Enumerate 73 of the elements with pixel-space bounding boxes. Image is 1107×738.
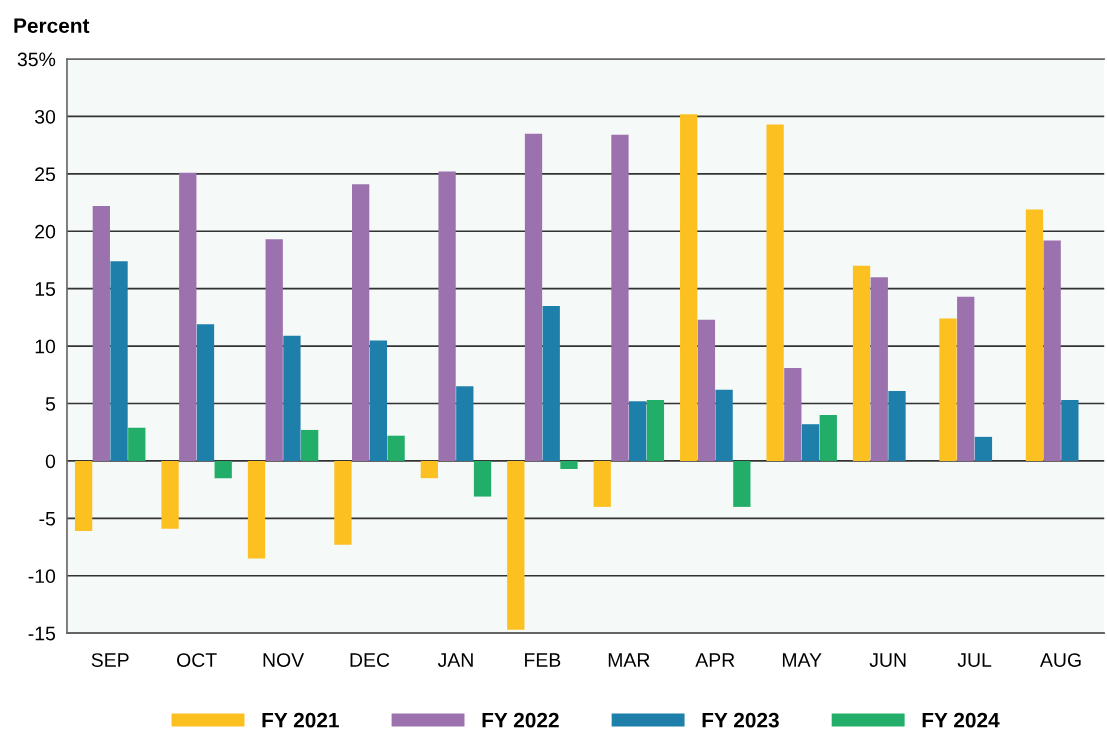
x-tick-label: MAY [782, 653, 822, 667]
bar [1025, 209, 1044, 461]
bar [387, 435, 405, 461]
x-tick-label: OCT [177, 653, 217, 667]
x-tick-label: AUG [1039, 653, 1081, 667]
y-tick-label: -5 [39, 512, 56, 526]
x-tick-label: JUL [957, 653, 992, 667]
y-tick-label: 15 [35, 282, 56, 296]
bar [715, 389, 733, 461]
bar [766, 124, 784, 461]
bar [697, 319, 716, 461]
y-tick-label: -15 [28, 626, 56, 641]
bar [473, 460, 492, 497]
bar [214, 460, 232, 479]
bar [161, 460, 179, 529]
bar [507, 460, 525, 630]
bar [456, 386, 474, 461]
bar [128, 427, 146, 461]
bar [352, 184, 370, 461]
bar [334, 460, 352, 545]
bar [870, 277, 888, 461]
legend-label: FY 2021 [262, 712, 339, 728]
bar [888, 390, 906, 461]
bar [646, 400, 665, 461]
bar [283, 335, 301, 461]
x-tick-label: SEP [91, 653, 129, 667]
y-tick-label: 30 [34, 109, 56, 124]
x-tick-label: MAR [608, 653, 650, 667]
y-tick-label: -10 [28, 569, 56, 584]
bar [247, 460, 266, 559]
bar [629, 401, 647, 461]
bar [369, 340, 388, 461]
bar [801, 424, 820, 461]
bar [110, 261, 128, 461]
bar [974, 436, 993, 461]
y-tick-label: 20 [35, 224, 56, 239]
bar [819, 415, 837, 461]
bar [265, 239, 283, 461]
x-tick-label: JUN [869, 653, 906, 667]
bar [420, 460, 439, 479]
x-tick-label: FEB [525, 653, 561, 667]
legend-label: FY 2024 [922, 712, 1000, 728]
bar [524, 133, 543, 461]
bar [196, 324, 215, 461]
legend-label: FY 2022 [482, 712, 559, 728]
bar [542, 305, 560, 461]
bar [957, 296, 975, 461]
bar [611, 134, 629, 461]
bar [301, 429, 319, 461]
y-tick-label: 10 [35, 339, 56, 354]
bar [733, 460, 751, 507]
x-tick-label: APR [695, 653, 735, 667]
bar [92, 206, 110, 461]
bar [939, 318, 957, 461]
bar [852, 265, 871, 461]
y-axis-title: Percent [14, 18, 90, 34]
bar [784, 367, 802, 461]
bar [1061, 400, 1079, 461]
y-tick-label: 35% [17, 52, 56, 67]
bar [179, 172, 197, 461]
x-tick-label: JAN [437, 653, 473, 667]
y-tick-label: 0 [45, 454, 56, 469]
y-tick-label: 5 [45, 397, 56, 411]
x-tick-label: NOV [263, 653, 305, 667]
x-tick-label: DEC [350, 653, 390, 667]
bar [438, 171, 456, 461]
legend-label: FY 2023 [702, 712, 779, 728]
bar [74, 460, 93, 531]
y-tick-label: 25 [35, 167, 56, 182]
bar [1043, 240, 1061, 461]
bar [680, 114, 698, 461]
bar [560, 460, 578, 469]
bar [593, 460, 611, 507]
